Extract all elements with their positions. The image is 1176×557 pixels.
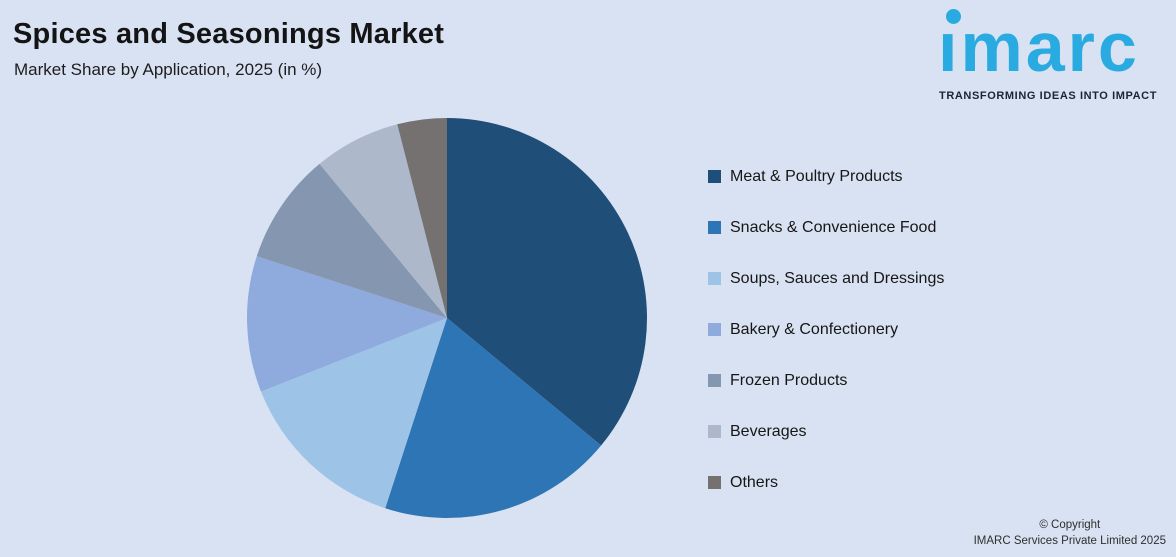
legend-item-6: Others xyxy=(708,472,944,493)
pie-slice-4 xyxy=(256,163,447,318)
legend-label: Others xyxy=(730,473,779,491)
legend-swatch-icon xyxy=(708,170,721,183)
pie-chart xyxy=(247,118,647,518)
page-title: Spices and Seasonings Market xyxy=(13,18,445,50)
legend-label: Soups, Sauces and Dressings xyxy=(730,269,945,287)
legend-item-3: Bakery & Confectionery xyxy=(708,319,944,340)
pie-chart-area xyxy=(246,117,648,519)
imarc-logo: ımarc TRANSFORMING IDEAS INTO IMPACT xyxy=(932,6,1168,102)
legend-item-5: Beverages xyxy=(708,421,944,442)
copyright-line2: IMARC Services Private Limited 2025 xyxy=(973,535,1166,548)
legend-item-1: Snacks & Convenience Food xyxy=(708,217,944,238)
legend-swatch-icon xyxy=(708,323,721,336)
legend-label: Bakery & Confectionery xyxy=(730,320,899,338)
legend-swatch-icon xyxy=(708,476,721,489)
chart-subtitle: Market Share by Application, 2025 (in %) xyxy=(14,60,323,79)
imarc-logo-tagline: TRANSFORMING IDEAS INTO IMPACT xyxy=(939,90,1158,102)
legend-label: Beverages xyxy=(730,422,807,440)
pie-slice-3 xyxy=(247,256,447,392)
legend-swatch-icon xyxy=(708,272,721,285)
legend-item-4: Frozen Products xyxy=(708,370,944,391)
pie-slice-1 xyxy=(385,318,602,518)
pie-slice-2 xyxy=(261,318,447,509)
pie-slice-5 xyxy=(319,124,447,318)
legend-label: Meat & Poultry Products xyxy=(730,167,903,185)
copyright-line1: © Copyright xyxy=(1039,518,1101,531)
legend-item-2: Soups, Sauces and Dressings xyxy=(708,268,944,289)
legend-label: Snacks & Convenience Food xyxy=(730,218,937,236)
legend-swatch-icon xyxy=(708,425,721,438)
imarc-logo-dot-icon xyxy=(946,9,961,24)
pie-slice-6 xyxy=(397,118,447,318)
chart-legend: Meat & Poultry Products Snacks & Convenie… xyxy=(708,166,944,523)
legend-item-0: Meat & Poultry Products xyxy=(708,166,944,187)
copyright-notice: © Copyright IMARC Services Private Limit… xyxy=(974,517,1166,550)
imarc-logo-text: ımarc xyxy=(938,8,1140,86)
pie-slice-0 xyxy=(447,118,647,446)
legend-swatch-icon xyxy=(708,221,721,234)
legend-swatch-icon xyxy=(708,374,721,387)
legend-label: Frozen Products xyxy=(730,371,848,389)
